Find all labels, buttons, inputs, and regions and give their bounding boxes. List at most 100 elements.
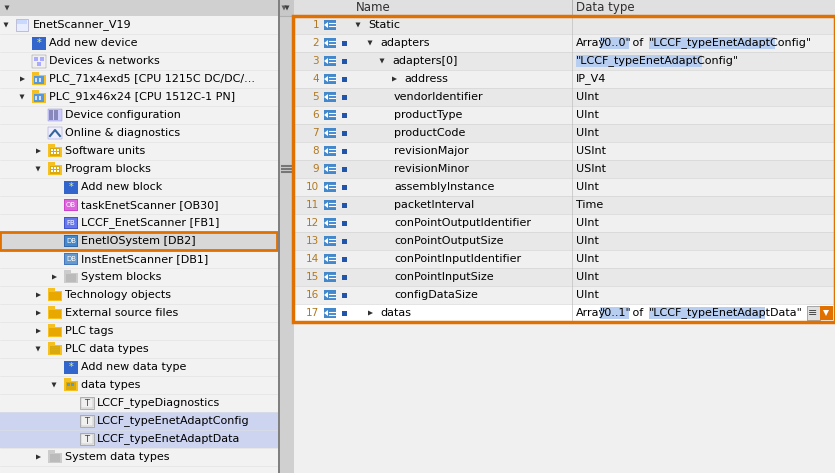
Bar xyxy=(294,142,835,160)
Polygon shape xyxy=(324,274,328,280)
Polygon shape xyxy=(324,256,328,262)
Text: conPointOutputIdentifier: conPointOutputIdentifier xyxy=(394,218,531,228)
Bar xyxy=(48,306,55,310)
Text: ≡: ≡ xyxy=(808,308,817,318)
Polygon shape xyxy=(324,184,328,190)
Text: UInt: UInt xyxy=(576,182,599,192)
Polygon shape xyxy=(823,310,829,316)
Bar xyxy=(48,162,55,166)
Bar xyxy=(820,306,833,320)
Text: configDataSize: configDataSize xyxy=(394,290,478,300)
Bar xyxy=(64,270,71,274)
Text: adapters: adapters xyxy=(380,38,429,48)
Bar xyxy=(294,106,835,124)
Text: 13: 13 xyxy=(306,236,319,246)
Bar xyxy=(39,96,41,100)
Bar xyxy=(51,149,53,151)
Bar xyxy=(50,148,60,156)
Text: conPointInputSize: conPointInputSize xyxy=(394,272,493,282)
Text: 10: 10 xyxy=(306,182,319,192)
Text: UInt: UInt xyxy=(576,290,599,300)
Bar xyxy=(64,181,78,194)
Text: of: of xyxy=(630,308,647,318)
Polygon shape xyxy=(36,347,41,351)
Bar xyxy=(57,170,59,172)
Bar xyxy=(35,78,37,82)
Polygon shape xyxy=(36,310,41,315)
Polygon shape xyxy=(324,40,328,46)
Bar xyxy=(324,56,336,66)
Bar xyxy=(294,250,835,268)
Text: Time: Time xyxy=(576,200,603,210)
Bar xyxy=(294,178,835,196)
Text: taskEnetScanner [OB30]: taskEnetScanner [OB30] xyxy=(81,200,219,210)
Bar xyxy=(342,41,347,46)
Polygon shape xyxy=(392,77,397,81)
Bar xyxy=(807,306,820,320)
Bar xyxy=(342,311,347,316)
Bar xyxy=(278,0,280,473)
Bar xyxy=(65,218,77,228)
Text: LCCF_EnetScanner [FB1]: LCCF_EnetScanner [FB1] xyxy=(81,218,220,228)
Text: productCode: productCode xyxy=(394,128,465,138)
Bar xyxy=(342,167,347,172)
Text: 7: 7 xyxy=(312,128,319,138)
Bar xyxy=(48,309,62,319)
Polygon shape xyxy=(368,310,373,315)
Bar xyxy=(81,398,93,408)
Text: datas: datas xyxy=(380,308,411,318)
Bar xyxy=(342,221,347,226)
Polygon shape xyxy=(285,6,290,10)
Bar xyxy=(17,20,27,24)
Bar xyxy=(280,0,294,16)
Bar xyxy=(54,167,56,169)
Bar xyxy=(64,381,78,391)
Text: LCCF_typeEnetAdaptConfig: LCCF_typeEnetAdaptConfig xyxy=(97,416,250,427)
Text: 4: 4 xyxy=(312,74,319,84)
Text: Array: Array xyxy=(576,38,606,48)
Bar xyxy=(48,342,55,346)
Text: T: T xyxy=(84,435,89,444)
Bar xyxy=(342,131,347,136)
Bar xyxy=(324,272,336,282)
Text: EnetScanner_V19: EnetScanner_V19 xyxy=(33,19,132,30)
Bar xyxy=(342,257,347,262)
Bar xyxy=(294,70,835,88)
Text: UInt: UInt xyxy=(576,236,599,246)
Bar xyxy=(294,16,835,34)
Bar xyxy=(54,110,58,120)
Text: Add new block: Add new block xyxy=(81,182,162,192)
Text: *: * xyxy=(68,182,73,192)
Bar xyxy=(51,349,59,350)
Bar xyxy=(48,324,55,328)
Bar xyxy=(324,236,336,246)
Text: InstEnetScanner [DB1]: InstEnetScanner [DB1] xyxy=(81,254,208,264)
Bar xyxy=(0,0,278,473)
Bar xyxy=(64,217,78,229)
Bar xyxy=(50,346,60,354)
Bar xyxy=(294,0,835,16)
Bar xyxy=(342,293,347,298)
Bar xyxy=(65,254,77,264)
Bar xyxy=(48,127,62,139)
Bar xyxy=(0,0,278,16)
Text: data types: data types xyxy=(81,380,140,390)
Bar xyxy=(48,453,62,463)
Bar xyxy=(600,307,630,319)
Text: Online & diagnostics: Online & diagnostics xyxy=(65,128,180,138)
Bar xyxy=(294,52,835,70)
Bar xyxy=(342,149,347,154)
Bar xyxy=(51,167,53,169)
Bar xyxy=(54,170,56,172)
Bar xyxy=(324,290,336,300)
Text: System blocks: System blocks xyxy=(81,272,161,282)
Bar xyxy=(0,412,278,430)
Bar xyxy=(64,378,71,382)
Bar xyxy=(39,78,41,82)
Bar xyxy=(66,382,76,390)
Text: address: address xyxy=(404,74,448,84)
Text: Static: Static xyxy=(368,20,400,30)
Bar xyxy=(48,291,62,301)
Bar xyxy=(342,185,347,190)
Bar xyxy=(64,235,78,247)
